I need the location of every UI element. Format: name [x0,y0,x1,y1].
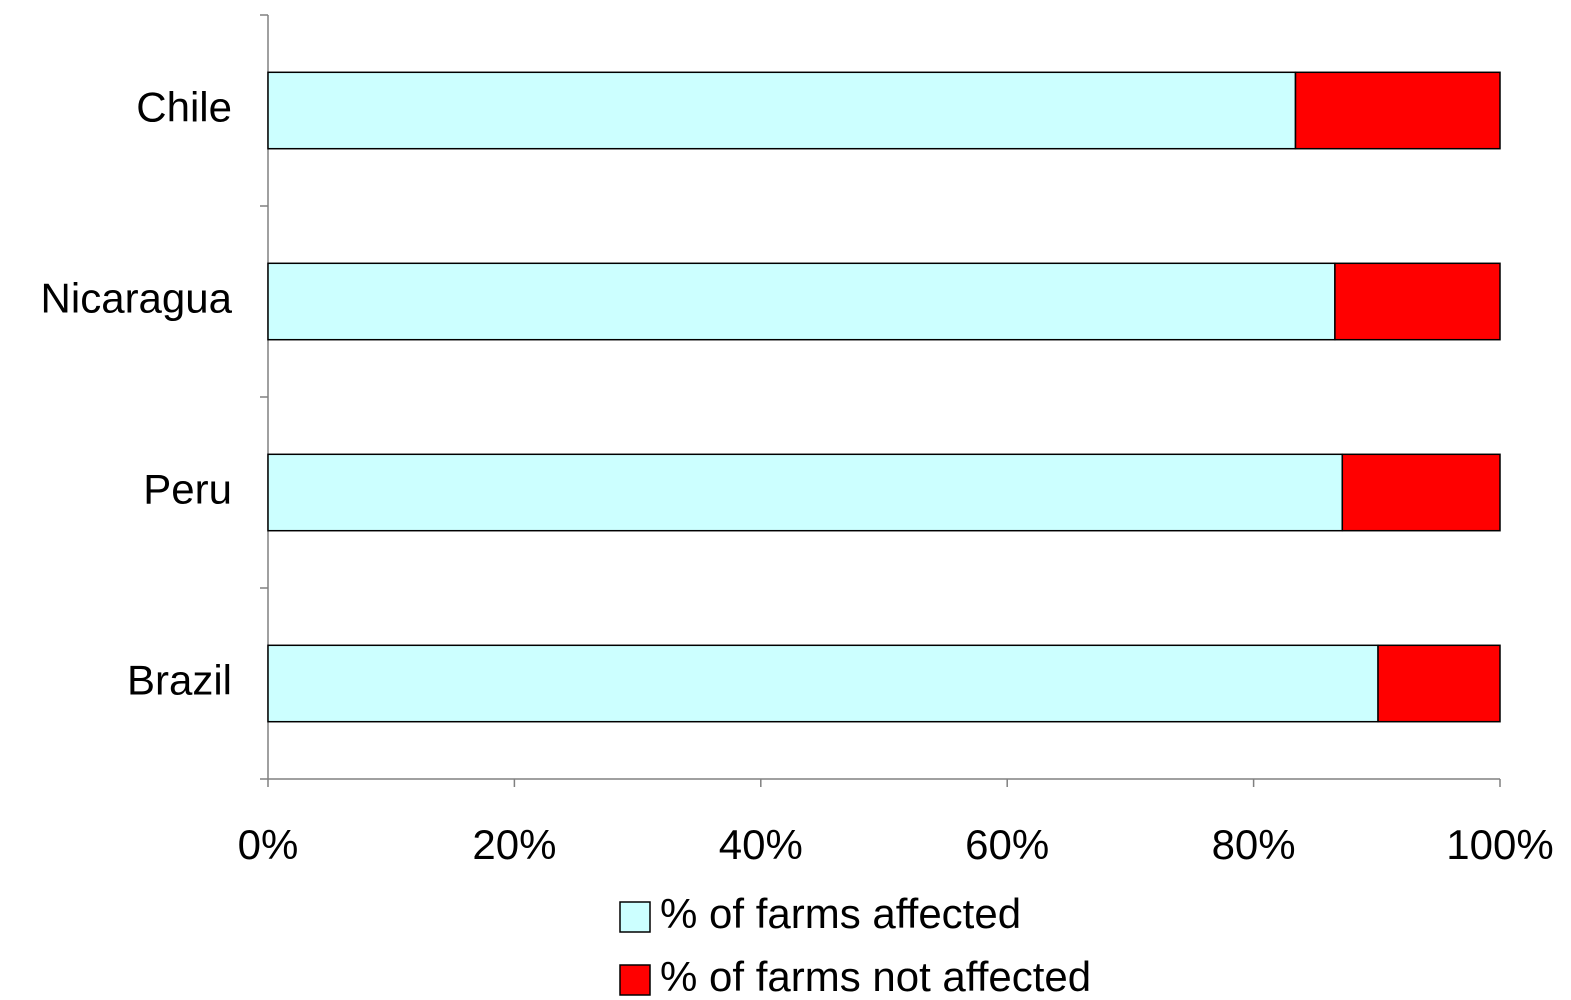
legend-label: % of farms not affected [660,953,1091,1000]
bar-segment [267,644,1379,723]
x-tick-label: 100% [1446,821,1553,868]
legend-swatch [619,964,651,996]
x-tick-label: 40% [719,821,803,868]
y-tick-label: Peru [143,466,232,513]
bar-segment [267,453,1344,532]
y-tick-label: Nicaragua [41,275,233,322]
bar-segment [1294,71,1501,150]
x-tick-label: 80% [1212,821,1296,868]
bar-segment [267,262,1336,341]
bar-segment [267,71,1297,150]
y-tick-label: Brazil [127,657,232,704]
legend-label: % of farms affected [660,890,1021,937]
bar-segment [1334,262,1501,341]
bar-segment [1377,644,1501,723]
x-tick-label: 20% [472,821,556,868]
legend-swatch [619,901,651,933]
bar-segment [1341,453,1501,532]
y-tick-label: Chile [136,84,232,131]
x-tick-label: 60% [965,821,1049,868]
x-tick-label: 0% [238,821,299,868]
